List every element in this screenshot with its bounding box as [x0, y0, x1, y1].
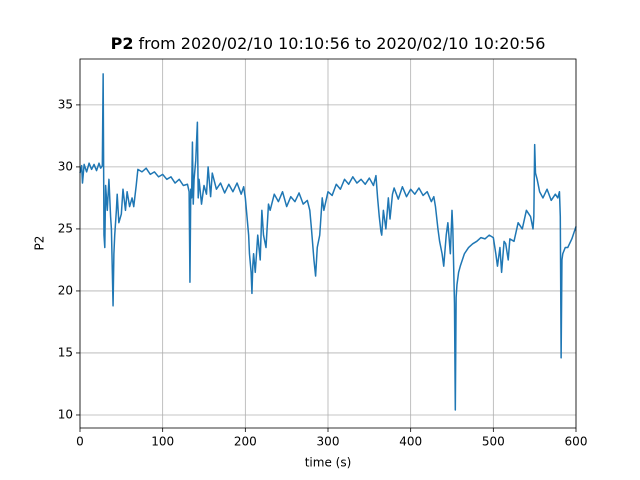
plot-frame	[79, 58, 577, 429]
title-rest: from 2020/02/10 10:10:56 to 2020/02/10 1…	[138, 34, 545, 53]
x-tick-label: 500	[482, 435, 505, 449]
data-line	[79, 73, 577, 411]
y-tick-label: 35	[58, 97, 73, 111]
x-tick-label: 100	[151, 435, 174, 449]
title-bold: P2	[111, 34, 134, 53]
x-tick-label: 400	[399, 435, 422, 449]
y-tick-label: 20	[58, 283, 73, 297]
x-tick-label: 200	[234, 435, 257, 449]
y-tick-label: 10	[58, 407, 73, 421]
x-tick-label: 0	[76, 435, 84, 449]
y-tick-label: 30	[58, 159, 73, 173]
x-tick-label: 600	[565, 435, 588, 449]
x-axis-label: time (s)	[305, 456, 352, 470]
x-tick-label: 300	[317, 435, 340, 449]
y-axis-label: P2	[33, 236, 47, 251]
y-tick-label: 25	[58, 221, 73, 235]
y-tick-label: 15	[58, 345, 73, 359]
chart-title: P2 from 2020/02/10 10:10:56 to 2020/02/10…	[111, 34, 546, 53]
